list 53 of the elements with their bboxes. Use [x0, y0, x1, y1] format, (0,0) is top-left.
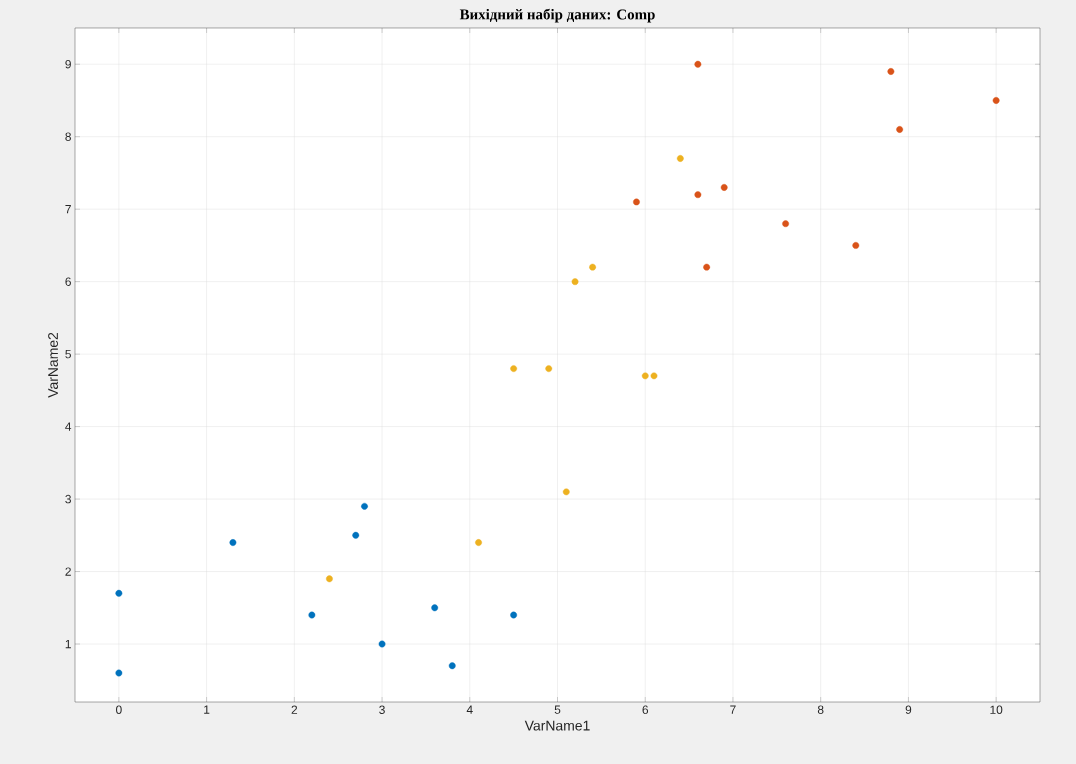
- point: [431, 604, 439, 612]
- x-tick-label: 5: [554, 705, 561, 714]
- point: [887, 68, 895, 75]
- point: [326, 575, 333, 583]
- y-tick-label: 4: [65, 422, 72, 431]
- point: [641, 372, 649, 380]
- point: [694, 60, 702, 68]
- x-tick-label: 6: [642, 705, 649, 714]
- point: [510, 365, 518, 373]
- y-tick-label: 7: [65, 205, 71, 214]
- point: [229, 539, 237, 546]
- x-tick-label: 2: [291, 705, 298, 714]
- x-tick-label: 7: [730, 705, 736, 714]
- point: [571, 278, 579, 286]
- point: [545, 365, 553, 373]
- point: [115, 589, 123, 597]
- point: [650, 372, 658, 380]
- point: [115, 669, 123, 677]
- point: [562, 488, 570, 496]
- point: [361, 502, 368, 510]
- point: [378, 640, 386, 648]
- chart-title: Вихідний набір даних: Comp: [459, 8, 655, 23]
- y-tick-label: 6: [65, 277, 71, 286]
- x-tick-label: 9: [905, 705, 912, 714]
- x-tick-label: 8: [817, 705, 824, 714]
- point: [633, 198, 640, 206]
- point: [720, 184, 728, 191]
- point: [992, 97, 1000, 104]
- y-tick-label: 9: [65, 60, 71, 69]
- point: [352, 531, 360, 539]
- y-tick-label: 8: [65, 132, 71, 141]
- x-tick-label: 1: [204, 705, 210, 714]
- point: [694, 191, 702, 199]
- x-tick-label: 10: [990, 705, 1003, 714]
- point: [852, 242, 860, 249]
- y-tick-label: 1: [65, 639, 71, 649]
- point: [475, 539, 482, 546]
- point: [510, 611, 518, 619]
- x-tick-label: 0: [116, 705, 122, 714]
- point: [703, 263, 711, 271]
- point: [676, 155, 684, 162]
- point: [782, 220, 789, 228]
- y-tick-label: 3: [65, 494, 71, 504]
- point: [589, 263, 596, 271]
- y-tick-label: 5: [65, 349, 71, 359]
- x-tick-label: 4: [466, 705, 473, 714]
- y-axis-title: VarName2: [48, 332, 58, 398]
- y-tick-label: 2: [65, 567, 71, 576]
- point: [896, 126, 904, 133]
- x-tick-label: 3: [379, 705, 385, 714]
- point: [308, 611, 316, 619]
- x-axis-title: VarName1: [524, 720, 590, 731]
- point: [448, 662, 456, 670]
